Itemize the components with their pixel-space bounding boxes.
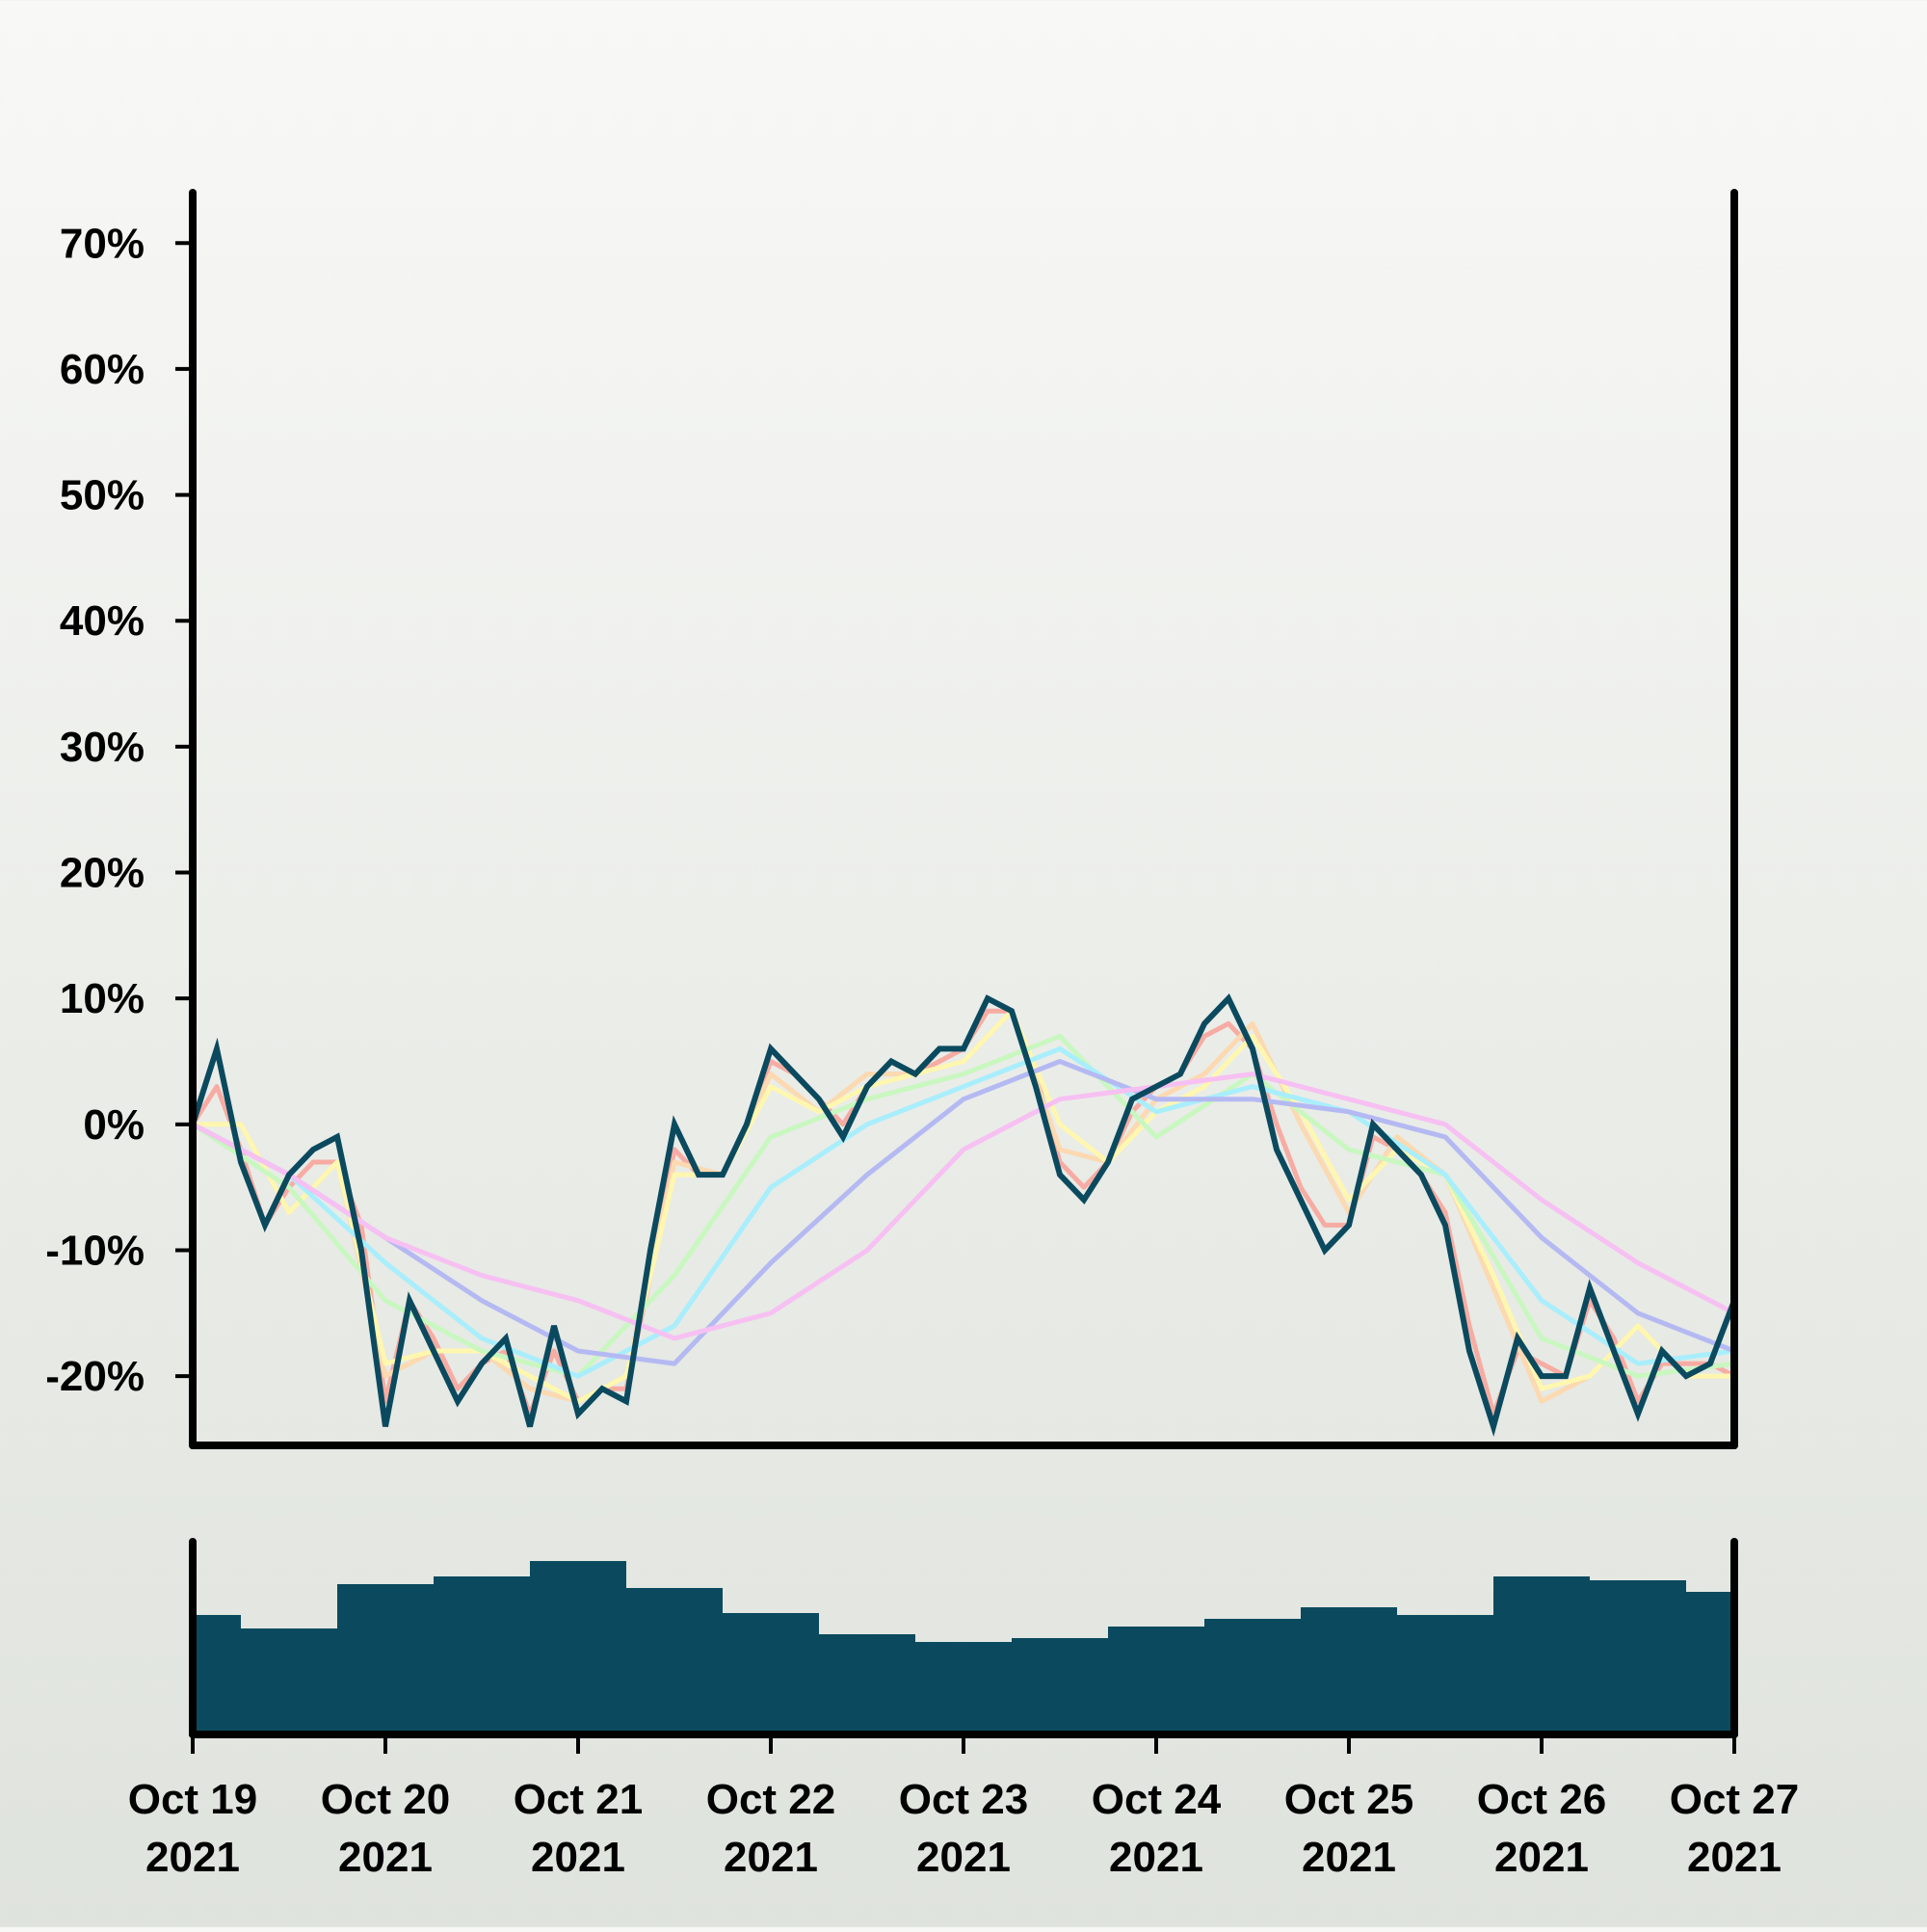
y-tick-label: 50% xyxy=(60,472,145,519)
x-tick-label-year: 2021 xyxy=(1302,1834,1396,1881)
y-tick-label: 0% xyxy=(83,1101,145,1149)
series-line-4 xyxy=(193,1033,1734,1379)
volume-bar xyxy=(626,1588,723,1734)
moving-average-lines xyxy=(193,1008,1734,1416)
y-tick-label: 40% xyxy=(60,597,145,645)
x-tick-label-date: Oct 22 xyxy=(706,1776,836,1823)
volume-bar xyxy=(1590,1580,1686,1734)
volume-bar xyxy=(819,1634,915,1734)
price-line xyxy=(193,992,1734,1437)
x-tick-label-year: 2021 xyxy=(145,1834,240,1881)
y-tick-label: 60% xyxy=(60,346,145,393)
series-line-5 xyxy=(193,1045,1734,1379)
x-tick-label-year: 2021 xyxy=(531,1834,625,1881)
volume-bar xyxy=(530,1561,626,1734)
volume-bars xyxy=(193,1561,1734,1734)
series-line-7 xyxy=(193,1072,1734,1341)
y-tick-label: 70% xyxy=(60,220,145,267)
x-tick-label-year: 2021 xyxy=(1494,1834,1589,1881)
volume-bar xyxy=(915,1642,1012,1734)
volume-bar xyxy=(1397,1615,1493,1734)
volume-bar xyxy=(1493,1576,1590,1734)
series-line-2 xyxy=(193,1008,1734,1404)
x-tick-label-year: 2021 xyxy=(916,1834,1011,1881)
volume-bar xyxy=(193,1615,241,1734)
y-tick-label: -20% xyxy=(45,1353,145,1400)
volume-bar xyxy=(723,1613,819,1734)
axes xyxy=(189,189,1738,1738)
x-tick-label-date: Oct 23 xyxy=(899,1776,1029,1823)
y-tick-label: 10% xyxy=(60,975,145,1022)
x-tick-label-date: Oct 26 xyxy=(1477,1776,1607,1823)
y-tick-label: 20% xyxy=(60,850,145,897)
x-tick-label-date: Oct 19 xyxy=(128,1776,258,1823)
volume-bar xyxy=(1301,1607,1397,1734)
volume-bar xyxy=(1108,1627,1204,1734)
series-line-3 xyxy=(193,1008,1734,1404)
y-tick-label: -10% xyxy=(45,1227,145,1274)
x-tick-label-year: 2021 xyxy=(338,1834,433,1881)
volume-bar xyxy=(1686,1592,1734,1734)
y-tick-label: 30% xyxy=(60,724,145,771)
series-line-6 xyxy=(193,1059,1734,1366)
volume-bar xyxy=(434,1576,530,1734)
x-tick-label-date: Oct 25 xyxy=(1284,1776,1414,1823)
volume-bar xyxy=(1204,1619,1301,1734)
x-tick-label-year: 2021 xyxy=(1687,1834,1782,1881)
x-tick-label-date: Oct 21 xyxy=(514,1776,644,1823)
x-tick-label-date: Oct 27 xyxy=(1670,1776,1800,1823)
volume-bar xyxy=(1012,1638,1108,1734)
price-series-line xyxy=(193,992,1734,1437)
y-axis-ticks: -20% -10% 0% 10% 20% 30% 40% 50% 60% 70% xyxy=(45,220,193,1400)
x-axis-ticks: Oct 19 2021 Oct 20 2021 Oct 21 2021 Oct 22 2021… xyxy=(128,1734,1800,1881)
x-tick-label-year: 2021 xyxy=(724,1834,818,1881)
x-tick-label-date: Oct 24 xyxy=(1092,1776,1222,1823)
x-tick-label-year: 2021 xyxy=(1109,1834,1203,1881)
volume-bar xyxy=(337,1584,434,1734)
x-tick-label-date: Oct 20 xyxy=(321,1776,451,1823)
volume-bar xyxy=(241,1628,337,1734)
